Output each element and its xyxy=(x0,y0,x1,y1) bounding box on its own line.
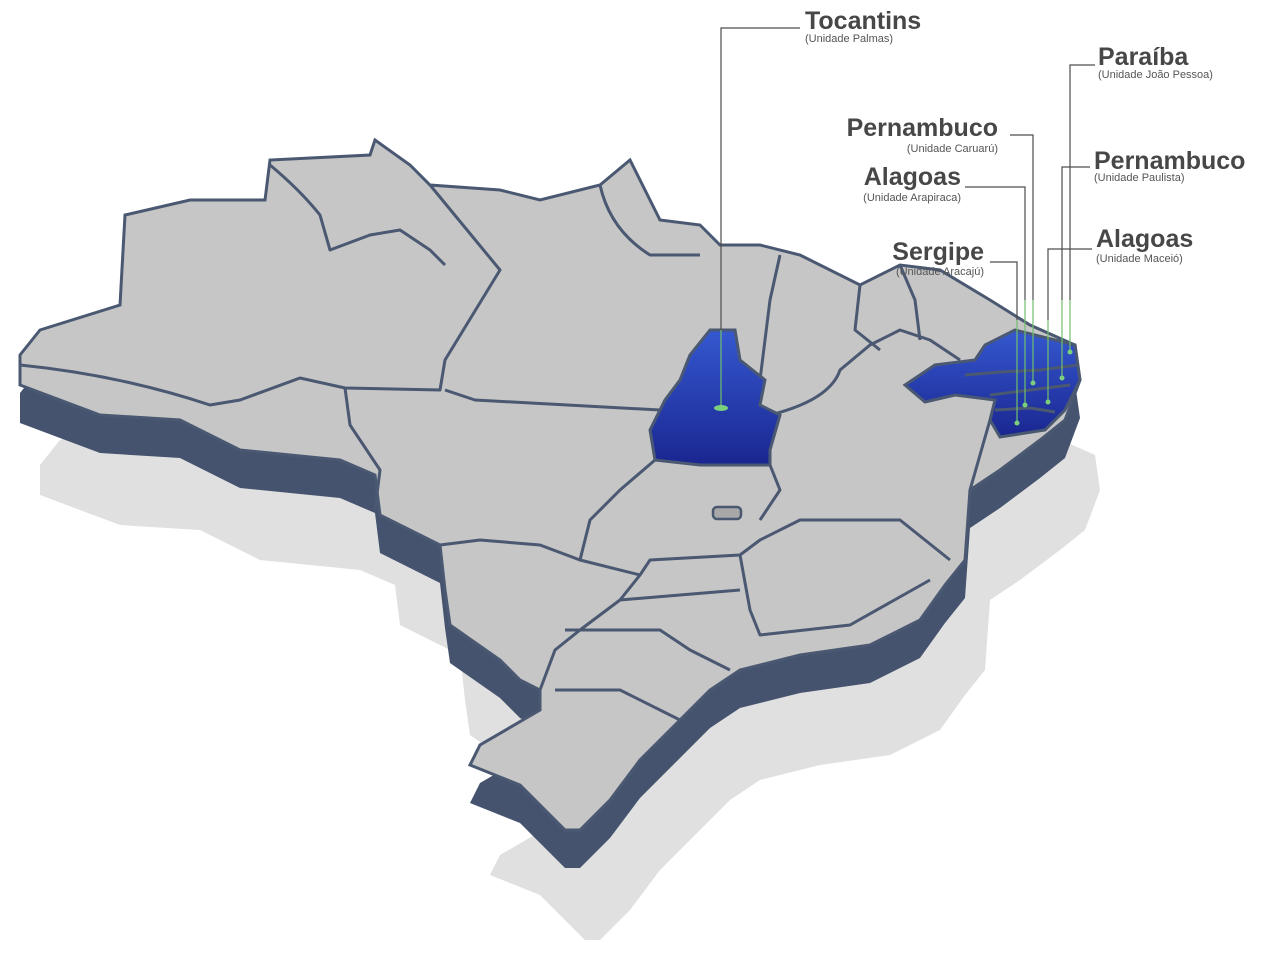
northeast-borders xyxy=(964,363,1079,414)
unit-name: (Unidade Maceió) xyxy=(1096,253,1183,265)
unit-name: (Unidade Aracajú) xyxy=(896,266,984,278)
unit-name: (Unidade Palmas) xyxy=(805,33,893,45)
unit-name: (Unidade João Pessoa) xyxy=(1098,69,1213,81)
unit-name: (Unidade Paulista) xyxy=(1094,172,1185,184)
state-name: Pernambuco xyxy=(847,114,998,142)
state-name: Alagoas xyxy=(1096,225,1193,253)
state-borders xyxy=(19,163,992,722)
labels: Tocantins (Unidade Palmas) Paraíba (Unid… xyxy=(805,7,1245,278)
highlight-tocantins xyxy=(648,328,782,467)
unit-name: (Unidade Arapiraca) xyxy=(863,192,961,204)
state-name: Alagoas xyxy=(864,163,961,191)
unit-name: (Unidade Caruarú) xyxy=(907,143,998,155)
state-name: Tocantins xyxy=(805,7,921,35)
state-name: Pernambuco xyxy=(1094,147,1245,175)
state-name: Sergipe xyxy=(892,238,984,266)
state-name: Paraíba xyxy=(1098,43,1189,71)
leaders xyxy=(714,27,1095,426)
